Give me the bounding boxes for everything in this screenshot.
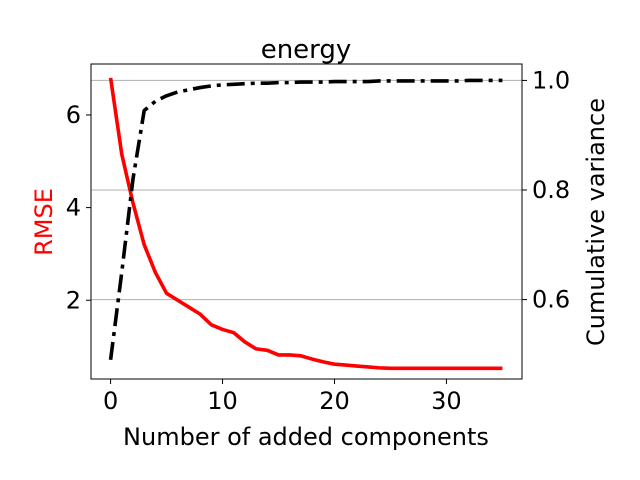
- left-axis-ticks: 2 4 6: [66, 101, 91, 314]
- chart-title: energy: [261, 35, 352, 65]
- right-tick-label: 1.0: [532, 66, 570, 94]
- right-tick-label: 0.6: [532, 286, 570, 314]
- series-layer: [108, 77, 503, 371]
- x-axis-ticks: 0 10 20 30: [103, 379, 462, 415]
- x-tick-label: 10: [207, 387, 238, 415]
- left-tick-label: 2: [66, 286, 81, 314]
- x-tick-label: 0: [103, 387, 118, 415]
- left-tick-label: 4: [66, 194, 81, 222]
- plot-frame: [90, 63, 523, 380]
- x-axis-label: Number of added components: [123, 423, 489, 451]
- rmse-line: [108, 77, 503, 371]
- x-tick-label: 20: [319, 387, 350, 415]
- right-tick-label: 0.8: [532, 176, 570, 204]
- x-tick-label: 30: [431, 387, 462, 415]
- left-axis-label: RMSE: [30, 188, 58, 256]
- left-tick-label: 6: [66, 101, 81, 129]
- right-axis-label: Cumulative variance: [582, 98, 610, 346]
- cumulative-variance-line: [108, 78, 503, 361]
- right-axis-ticks: 0.6 0.8 1.0: [522, 66, 570, 314]
- grid: [91, 79, 522, 301]
